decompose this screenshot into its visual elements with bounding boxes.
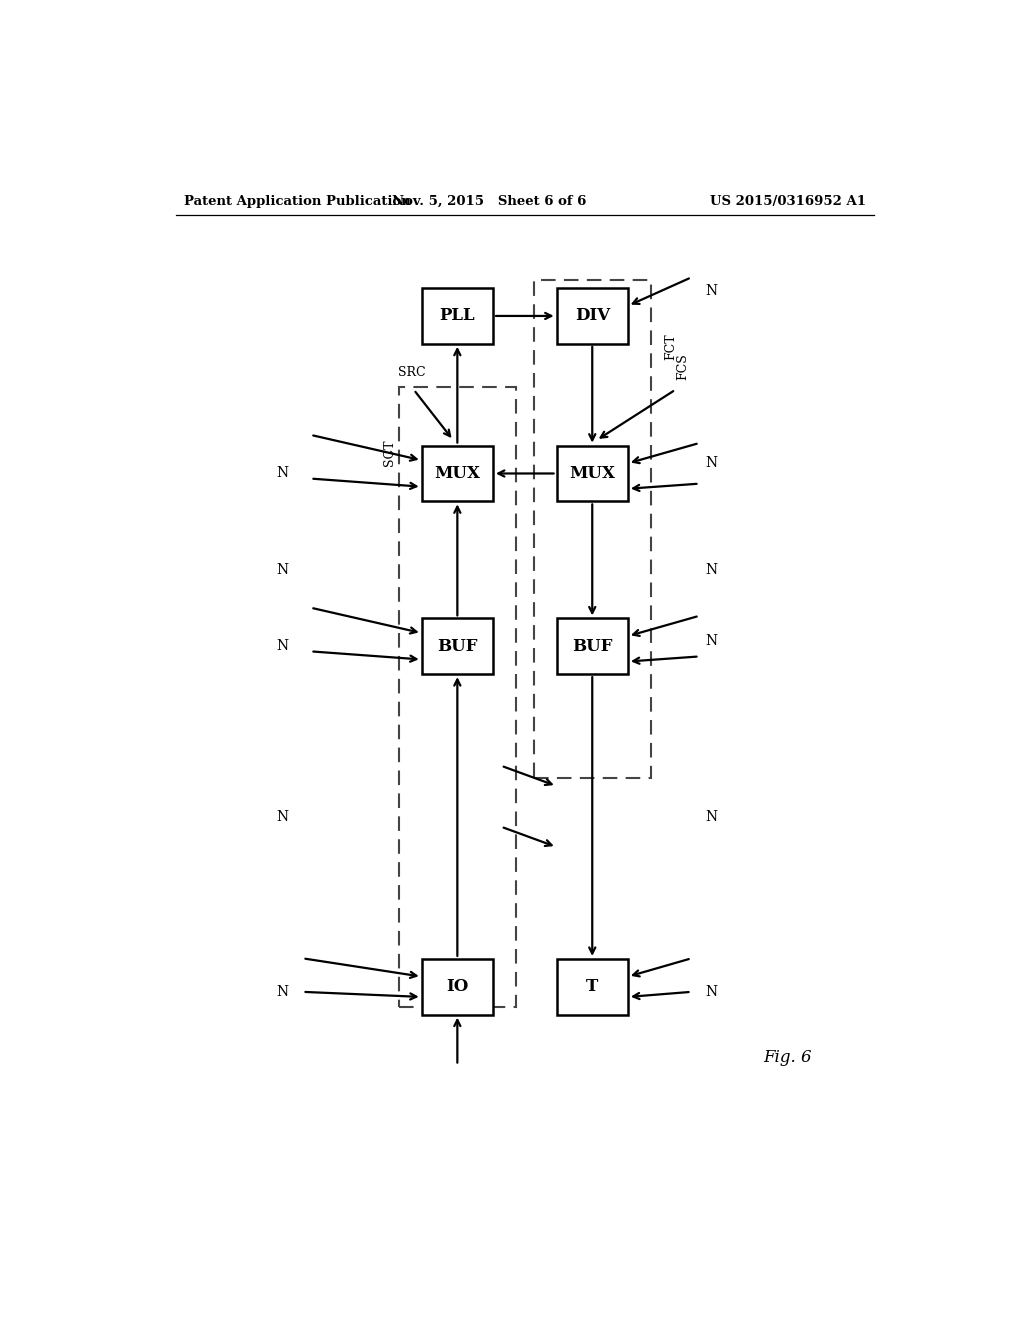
Text: N: N <box>276 564 289 577</box>
Bar <box>556 958 628 1015</box>
Text: N: N <box>706 634 718 648</box>
Bar <box>556 618 628 675</box>
Bar <box>422 618 494 675</box>
Text: US 2015/0316952 A1: US 2015/0316952 A1 <box>710 194 866 207</box>
Text: SRC: SRC <box>397 367 425 379</box>
Text: SCT: SCT <box>383 440 395 466</box>
Text: BUF: BUF <box>437 638 477 655</box>
Text: Nov. 5, 2015   Sheet 6 of 6: Nov. 5, 2015 Sheet 6 of 6 <box>392 194 587 207</box>
Bar <box>556 446 628 502</box>
Bar <box>422 288 494 345</box>
Bar <box>422 446 494 502</box>
Text: MUX: MUX <box>434 465 480 482</box>
Text: BUF: BUF <box>572 638 612 655</box>
Text: IO: IO <box>446 978 469 995</box>
Text: FCT: FCT <box>665 333 677 360</box>
Text: N: N <box>276 985 289 999</box>
Text: PLL: PLL <box>439 308 475 325</box>
Bar <box>556 288 628 345</box>
Text: T: T <box>586 978 598 995</box>
Text: N: N <box>706 564 718 577</box>
Bar <box>398 387 516 1007</box>
Text: N: N <box>276 809 289 824</box>
Text: Fig. 6: Fig. 6 <box>763 1049 811 1067</box>
Text: N: N <box>706 809 718 824</box>
Text: DIV: DIV <box>574 308 610 325</box>
Text: N: N <box>706 284 718 297</box>
Text: N: N <box>276 639 289 653</box>
Text: FCS: FCS <box>676 354 689 380</box>
Text: N: N <box>706 985 718 999</box>
Text: Patent Application Publication: Patent Application Publication <box>183 194 411 207</box>
Bar <box>422 958 494 1015</box>
Bar <box>534 280 651 779</box>
Text: N: N <box>706 457 718 470</box>
Text: N: N <box>276 466 289 480</box>
Text: MUX: MUX <box>569 465 615 482</box>
